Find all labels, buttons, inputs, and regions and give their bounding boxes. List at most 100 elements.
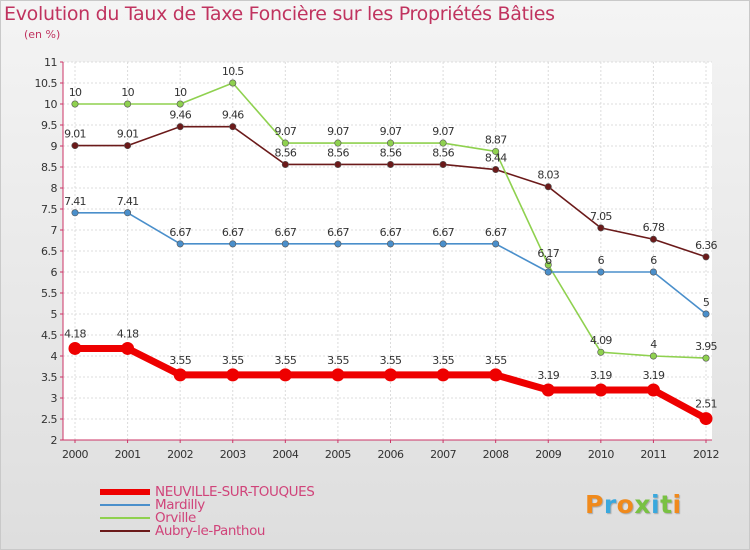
data-point bbox=[649, 235, 657, 243]
data-label: 10 bbox=[121, 86, 134, 99]
y-tick-label: 8.5 bbox=[41, 161, 57, 174]
x-tick-label: 2009 bbox=[535, 448, 561, 461]
x-tick-label: 2000 bbox=[62, 448, 88, 461]
data-point bbox=[331, 368, 345, 382]
data-label: 6 bbox=[545, 254, 552, 267]
data-point bbox=[281, 160, 289, 168]
data-point bbox=[489, 368, 503, 382]
y-tick-label: 7.5 bbox=[41, 203, 57, 216]
data-label: 9.07 bbox=[432, 125, 454, 138]
data-point bbox=[702, 310, 710, 318]
data-point bbox=[544, 268, 552, 276]
legend-swatch-neuville bbox=[100, 489, 150, 495]
data-label: 6.67 bbox=[327, 226, 349, 239]
data-label: 6 bbox=[598, 254, 605, 267]
x-tick-label: 2010 bbox=[588, 448, 614, 461]
y-tick-label: 3 bbox=[51, 392, 58, 405]
data-point bbox=[176, 240, 184, 248]
data-label: 6.67 bbox=[380, 226, 402, 239]
data-point bbox=[439, 160, 447, 168]
data-label: 3.55 bbox=[274, 354, 296, 367]
data-point bbox=[281, 240, 289, 248]
data-label: 6.17 bbox=[537, 247, 559, 260]
data-label: 9.07 bbox=[327, 125, 349, 138]
data-label: 6 bbox=[650, 254, 657, 267]
legend-label-aubry: Aubry-le-Panthou bbox=[155, 523, 266, 539]
data-point bbox=[492, 147, 500, 155]
data-label: 4.18 bbox=[64, 327, 86, 340]
data-point bbox=[597, 268, 605, 276]
data-point bbox=[439, 139, 447, 147]
logo-letter: P bbox=[585, 490, 604, 519]
data-label: 6.78 bbox=[643, 221, 665, 234]
x-tick-label: 2004 bbox=[272, 448, 298, 461]
chart-title: Evolution du Taux de Taxe Foncière sur l… bbox=[4, 3, 555, 25]
data-point bbox=[334, 160, 342, 168]
data-label: 6.67 bbox=[432, 226, 454, 239]
data-label: 4 bbox=[650, 338, 657, 351]
y-tick-label: 3.5 bbox=[41, 371, 57, 384]
x-tick-label: 2001 bbox=[115, 448, 141, 461]
y-tick-label: 4 bbox=[51, 350, 58, 363]
data-point bbox=[492, 166, 500, 174]
proxiti-logo: Proxiti bbox=[585, 490, 682, 519]
data-label: 6.36 bbox=[695, 239, 717, 252]
data-label: 3.55 bbox=[432, 354, 454, 367]
y-tick-label: 5 bbox=[51, 308, 58, 321]
x-tick-label: 2003 bbox=[220, 448, 246, 461]
data-point bbox=[278, 368, 292, 382]
data-label: 4.18 bbox=[117, 327, 139, 340]
data-label: 3.19 bbox=[643, 369, 665, 382]
data-point bbox=[702, 253, 710, 261]
data-label: 6.67 bbox=[169, 226, 191, 239]
data-label: 3.55 bbox=[222, 354, 244, 367]
logo-letter: i bbox=[651, 490, 661, 519]
data-label: 7.05 bbox=[590, 210, 612, 223]
data-label: 10 bbox=[69, 86, 82, 99]
data-label: 3.19 bbox=[537, 369, 559, 382]
y-tick-label: 2.5 bbox=[41, 413, 57, 426]
legend-swatch-mardilly bbox=[100, 504, 150, 506]
data-point bbox=[386, 139, 394, 147]
data-label: 8.56 bbox=[432, 146, 454, 159]
x-tick-label: 2002 bbox=[167, 448, 193, 461]
data-point bbox=[702, 354, 710, 362]
x-tick-label: 2008 bbox=[483, 448, 509, 461]
data-label: 8.56 bbox=[327, 146, 349, 159]
y-tick-label: 6 bbox=[51, 266, 58, 279]
data-point bbox=[384, 368, 397, 382]
data-label: 8.87 bbox=[485, 133, 507, 146]
data-label: 3.55 bbox=[169, 354, 191, 367]
data-label: 10.5 bbox=[222, 65, 244, 78]
y-tick-label: 5.5 bbox=[41, 287, 57, 300]
data-label: 3.55 bbox=[485, 354, 507, 367]
logo-letter: o bbox=[616, 490, 635, 519]
logo-letter: x bbox=[634, 490, 651, 519]
data-point bbox=[71, 142, 79, 150]
logo-letter: r bbox=[603, 490, 617, 519]
data-label: 3.19 bbox=[590, 369, 612, 382]
data-label: 6.67 bbox=[274, 226, 296, 239]
y-tick-label: 10 bbox=[44, 98, 57, 111]
data-point bbox=[386, 160, 394, 168]
data-point bbox=[229, 123, 237, 131]
y-tick-label: 4.5 bbox=[41, 329, 57, 342]
data-point bbox=[386, 240, 394, 248]
legend-swatch-aubry bbox=[100, 530, 150, 532]
data-label: 3.95 bbox=[695, 340, 717, 353]
data-point bbox=[176, 123, 184, 131]
data-label: 9.46 bbox=[169, 109, 191, 122]
data-point bbox=[68, 341, 82, 355]
data-label: 2.51 bbox=[695, 398, 717, 411]
x-tick-label: 2007 bbox=[430, 448, 456, 461]
x-tick-label: 2005 bbox=[325, 448, 351, 461]
y-tick-label: 6.5 bbox=[41, 245, 57, 258]
data-point bbox=[544, 261, 552, 269]
x-tick-label: 2006 bbox=[378, 448, 404, 461]
data-point bbox=[597, 348, 605, 356]
data-label: 8.56 bbox=[380, 146, 402, 159]
data-label: 3.55 bbox=[380, 354, 402, 367]
data-point bbox=[649, 352, 657, 360]
data-point bbox=[541, 383, 555, 397]
